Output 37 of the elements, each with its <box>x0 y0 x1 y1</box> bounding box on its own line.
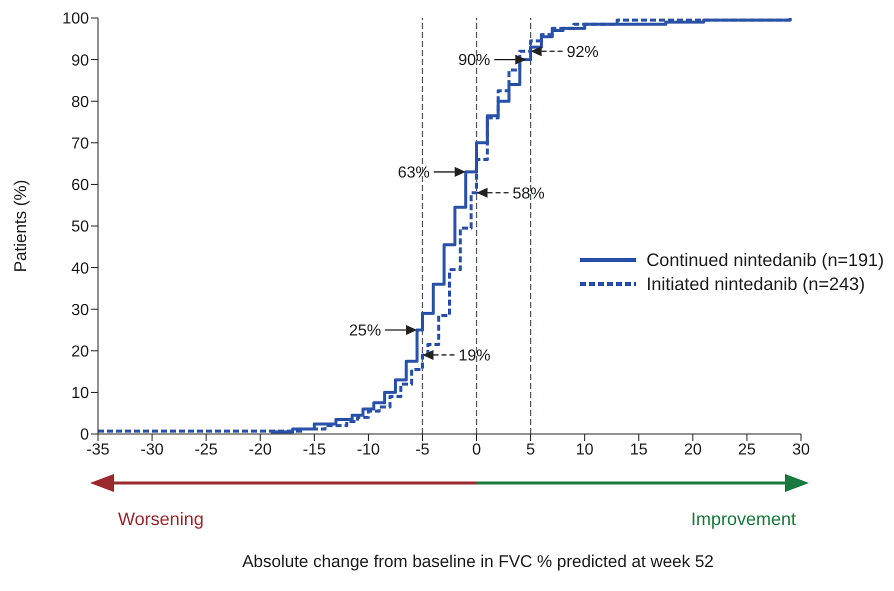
y-tick-label: 40 <box>71 260 90 278</box>
x-tick-label: -20 <box>248 441 272 458</box>
x-tick-label: -30 <box>140 441 164 458</box>
annotation: 19% <box>458 348 490 365</box>
annotation: 63% <box>398 164 430 182</box>
y-tick-label: 80 <box>71 94 90 111</box>
text: Worsening <box>118 509 204 529</box>
text: Absolute change from baseline in FVC % predicted at week 52 <box>241 552 715 572</box>
annotation: 25% <box>349 322 382 340</box>
y-tick-label: 30 <box>71 302 90 319</box>
x-tick-label: -10 <box>356 441 380 458</box>
x-tick-label: -5 <box>415 441 430 458</box>
text: Improvement <box>690 509 796 529</box>
x-tick-label: 30 <box>792 441 810 458</box>
y-tick-label: 0 <box>80 426 90 444</box>
x-tick-label: 5 <box>526 441 536 458</box>
x-tick-label: 0 <box>472 441 482 458</box>
y-axis-title: Patients (%) <box>11 180 30 272</box>
annotation: 92% <box>566 44 599 61</box>
y-tick-label: 20 <box>71 343 90 360</box>
x-tick-label: 20 <box>684 441 702 458</box>
x-tick-label: 25 <box>738 441 756 458</box>
y-tick-label: 100 <box>62 10 90 28</box>
annotation: 90% <box>458 52 490 70</box>
x-tick-label: -25 <box>194 441 218 458</box>
y-tick-label: 10 <box>71 385 90 402</box>
legend-label: Continued nintedanib (n=191) <box>646 250 884 270</box>
x-tick-label: -15 <box>302 441 326 458</box>
y-tick-label: 50 <box>71 218 90 236</box>
y-tick-label: 90 <box>71 52 90 70</box>
x-tick-label: 15 <box>630 441 648 458</box>
x-tick-label: -35 <box>86 441 110 458</box>
y-tick-label: 60 <box>71 177 90 194</box>
x-tick-label: 10 <box>576 441 594 458</box>
y-tick-label: 70 <box>71 135 90 152</box>
legend-label: Initiated nintedanib (n=243) <box>646 274 865 294</box>
annotation: 58% <box>512 185 545 202</box>
